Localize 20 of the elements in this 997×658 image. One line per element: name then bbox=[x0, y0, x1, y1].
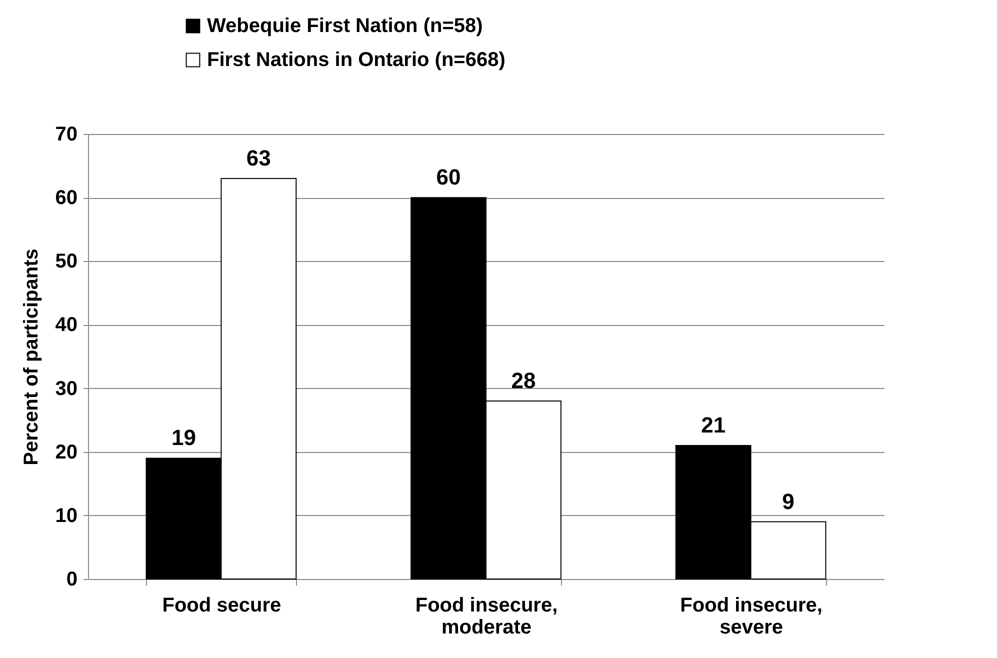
y-tick-label: 40 bbox=[55, 314, 78, 336]
data-label: 9 bbox=[782, 488, 794, 514]
y-tick-label: 50 bbox=[55, 250, 78, 273]
x-tick-label: Food insecure, moderate bbox=[415, 594, 558, 638]
y-tick-label: 10 bbox=[55, 504, 78, 527]
data-label: 19 bbox=[171, 425, 196, 450]
x-tick-label: Food secure bbox=[162, 594, 282, 616]
y-tick-label: 0 bbox=[66, 568, 78, 590]
data-label: 60 bbox=[436, 164, 461, 190]
y-tick-label: 60 bbox=[55, 187, 78, 210]
data-label: 28 bbox=[511, 368, 536, 393]
legend-label: Webequie First Nation (n=58) bbox=[207, 15, 483, 37]
legend-label: First Nations in Ontario (n=668) bbox=[207, 49, 506, 71]
data-label: 21 bbox=[701, 412, 726, 438]
y-tick-label: 70 bbox=[55, 124, 78, 146]
y-tick-label: 30 bbox=[55, 378, 78, 400]
data-label: 63 bbox=[246, 146, 271, 170]
y-axis-title: Percent of participants bbox=[20, 248, 42, 466]
y-tick-label: 20 bbox=[55, 441, 78, 464]
x-tick-label: Food insecure, severe bbox=[680, 594, 822, 638]
